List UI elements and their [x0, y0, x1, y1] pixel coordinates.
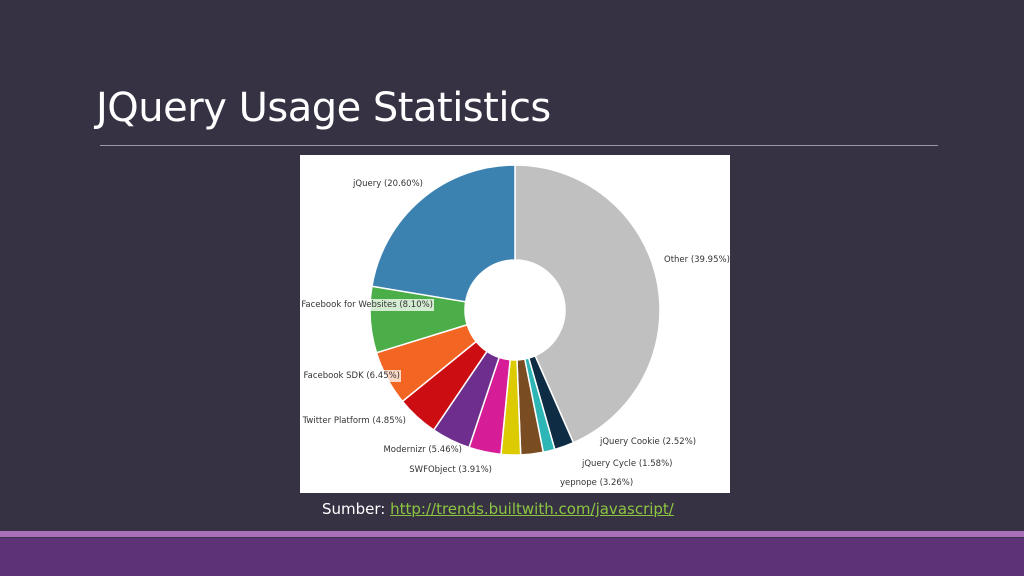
- slide-title: JQuery Usage Statistics: [96, 85, 551, 131]
- chart-label-highlight: [302, 370, 401, 382]
- source-link[interactable]: http://trends.builtwith.com/javascript/: [390, 500, 674, 518]
- source-label: Sumber:: [322, 500, 386, 518]
- footer-stripe: [0, 531, 1024, 537]
- chart-label: Twitter Platform (4.85%): [302, 416, 406, 426]
- chart-label: jQuery Cycle (1.58%): [581, 459, 672, 469]
- chart-label-highlight: [300, 299, 434, 311]
- chart-label: jQuery Cookie (2.52%): [599, 437, 696, 447]
- donut-slice-other: [514, 164, 661, 444]
- chart-label: Modernizr (5.46%): [383, 445, 462, 455]
- chart-label: Other (39.95%): [664, 255, 730, 265]
- footer-band: [0, 538, 1024, 576]
- chart-panel: jQuery (20.60%) Other (39.95%) Facebook fo…: [300, 155, 730, 493]
- chart-label: jQuery (20.60%): [352, 179, 423, 189]
- donut-chart: jQuery (20.60%) Other (39.95%) Facebook fo…: [300, 164, 730, 488]
- chart-label: yepnope (3.26%): [560, 478, 633, 488]
- title-divider: [100, 145, 938, 146]
- chart-label: Facebook SDK (6.45%): [304, 371, 401, 381]
- source-line: Sumber: http://trends.builtwith.com/java…: [322, 500, 674, 518]
- donut-slice-jquery: [371, 164, 516, 303]
- chart-label: Facebook for Websites (8.10%): [301, 300, 433, 310]
- chart-label: SWFObject (3.91%): [409, 465, 492, 475]
